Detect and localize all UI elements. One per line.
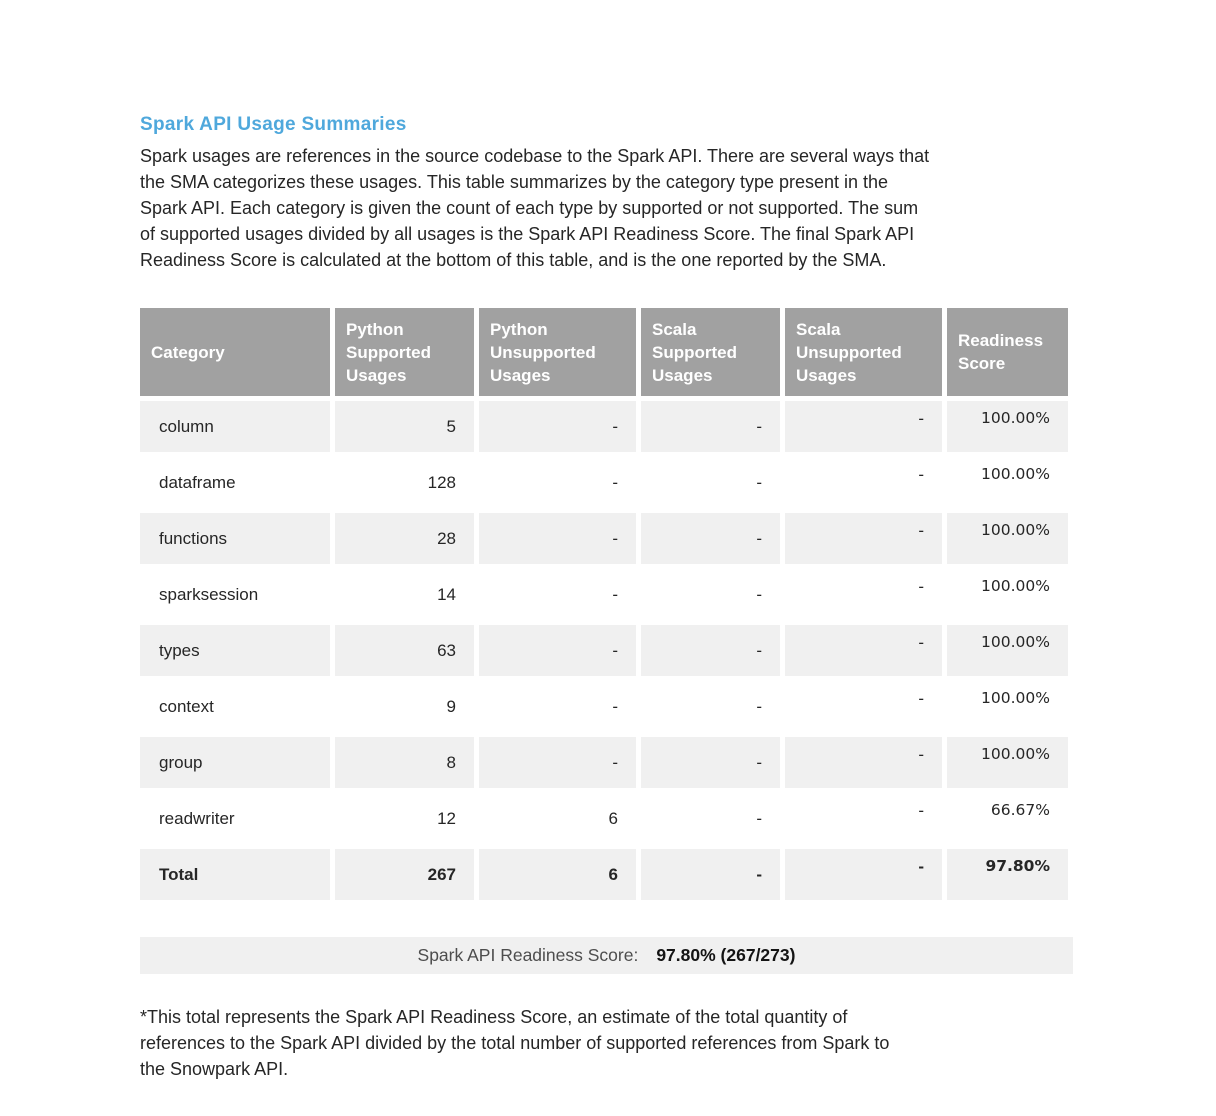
usage-summary-table: Category Python Supported Usages Python … [135,303,1073,905]
value-cell: 28 [335,513,474,564]
value-cell: 6 [479,793,636,844]
header-readiness-score: Readiness Score [947,308,1068,396]
value-cell: 100.00% [947,513,1068,564]
header-python-supported: Python Supported Usages [335,308,474,396]
value-cell: 100.00% [947,625,1068,676]
value-cell: - [479,457,636,508]
value-cell: - [785,737,942,788]
category-cell: types [140,625,330,676]
category-cell: functions [140,513,330,564]
footnote-line: the Snowpark API. [140,1059,289,1079]
intro-line: Spark API. Each category is given the co… [140,198,919,218]
value-cell: - [641,569,780,620]
intro-line: Spark usages are references in the sourc… [140,146,930,166]
value-cell: 14 [335,569,474,620]
value-cell: 100.00% [947,457,1068,508]
category-cell: readwriter [140,793,330,844]
intro-line: the SMA categorizes these usages. This t… [140,172,889,192]
value-cell: - [785,569,942,620]
value-cell: - [641,793,780,844]
value-cell: 6 [479,849,636,900]
table-row: functions 28- - -100.00% [140,513,1068,564]
category-cell: Total [140,849,330,900]
value-cell: - [785,793,942,844]
readiness-score-bar: Spark API Readiness Score: 97.80% (267/2… [140,937,1073,974]
value-cell: - [641,625,780,676]
usage-table-body: column 5- - -100.00% dataframe 128- - -100.00% f… [140,401,1068,900]
value-cell: - [479,513,636,564]
value-cell: - [479,681,636,732]
page-title: Spark API Usage Summaries [140,114,407,135]
value-cell: 66.67% [947,793,1068,844]
readiness-score-label: Spark API Readiness Score: [417,945,639,965]
intro-line: of supported usages divided by all usage… [140,224,915,244]
value-cell: - [641,849,780,900]
intro-line: Readiness Score is calculated at the bot… [140,250,887,270]
value-cell: - [785,681,942,732]
table-row: readwriter 12 6- -66.67% [140,793,1068,844]
intro-paragraph: Spark usages are references in the sourc… [140,143,1080,273]
value-cell: - [641,401,780,452]
category-cell: group [140,737,330,788]
table-row: types 63- - -100.00% [140,625,1068,676]
footnote-line: references to the Spark API divided by t… [140,1033,890,1053]
value-cell: - [479,569,636,620]
footnote-paragraph: *This total represents the Spark API Rea… [140,1004,1080,1082]
category-cell: sparksession [140,569,330,620]
header-category: Category [140,308,330,396]
table-total-row: Total 267 6- -97.80% [140,849,1068,900]
header-scala-supported: Scala Supported Usages [641,308,780,396]
table-header: Category Python Supported Usages Python … [140,308,1068,396]
value-cell: - [785,625,942,676]
value-cell: 9 [335,681,474,732]
value-cell: 128 [335,457,474,508]
category-cell: dataframe [140,457,330,508]
value-cell: 100.00% [947,401,1068,452]
table-row: sparksession 14- - -100.00% [140,569,1068,620]
value-cell: - [641,457,780,508]
table-row: group 8- - -100.00% [140,737,1068,788]
value-cell: - [641,737,780,788]
value-cell: - [479,737,636,788]
value-cell: 8 [335,737,474,788]
value-cell: - [785,849,942,900]
value-cell: 100.00% [947,569,1068,620]
value-cell: - [785,513,942,564]
value-cell: - [785,457,942,508]
value-cell: - [785,401,942,452]
readiness-score-value: 97.80% (267/273) [656,945,796,965]
value-cell: - [479,625,636,676]
value-cell: 100.00% [947,681,1068,732]
table-row: context 9- - -100.00% [140,681,1068,732]
header-scala-unsupported: Scala Unsupported Usages [785,308,942,396]
value-cell: 63 [335,625,474,676]
value-cell: - [641,513,780,564]
table-row: column 5- - -100.00% [140,401,1068,452]
header-python-unsupported: Python Unsupported Usages [479,308,636,396]
value-cell: 267 [335,849,474,900]
value-cell: 5 [335,401,474,452]
value-cell: 97.80% [947,849,1068,900]
value-cell: 12 [335,793,474,844]
category-cell: context [140,681,330,732]
value-cell: - [641,681,780,732]
category-cell: column [140,401,330,452]
table-row: dataframe 128- - -100.00% [140,457,1068,508]
value-cell: 100.00% [947,737,1068,788]
value-cell: - [479,401,636,452]
footnote-line: *This total represents the Spark API Rea… [140,1007,848,1027]
